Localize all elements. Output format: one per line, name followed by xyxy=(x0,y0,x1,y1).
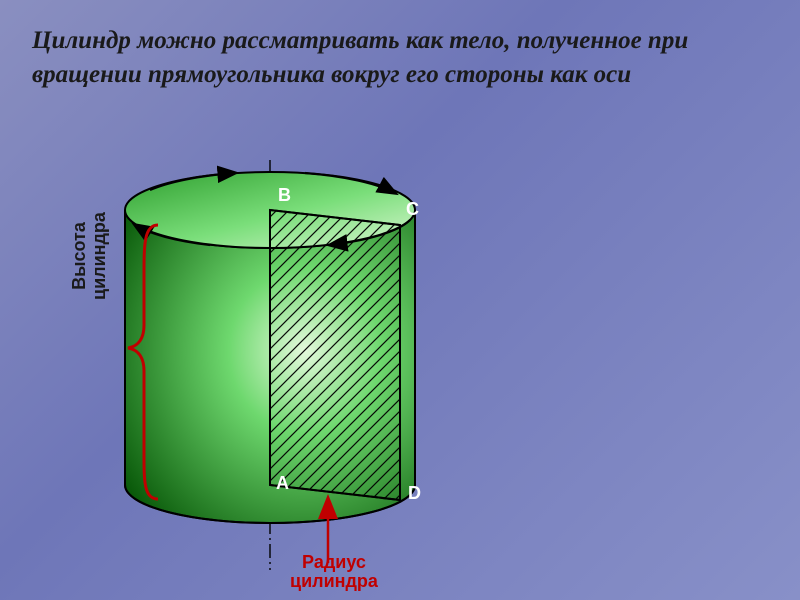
point-D: D xyxy=(408,483,421,504)
point-B: B xyxy=(278,185,291,206)
rectangle-fill xyxy=(270,210,400,500)
cylinder-svg xyxy=(80,155,460,595)
point-C: C xyxy=(406,199,419,220)
cylinder-diagram: B C A D Радиусцилиндра xyxy=(80,155,460,595)
title-text: Цилиндр можно рассматривать как тело, по… xyxy=(32,24,768,92)
radius-label: Радиусцилиндра xyxy=(290,553,378,591)
height-label: Высотацилиндра xyxy=(70,212,110,300)
point-A: A xyxy=(276,473,289,494)
